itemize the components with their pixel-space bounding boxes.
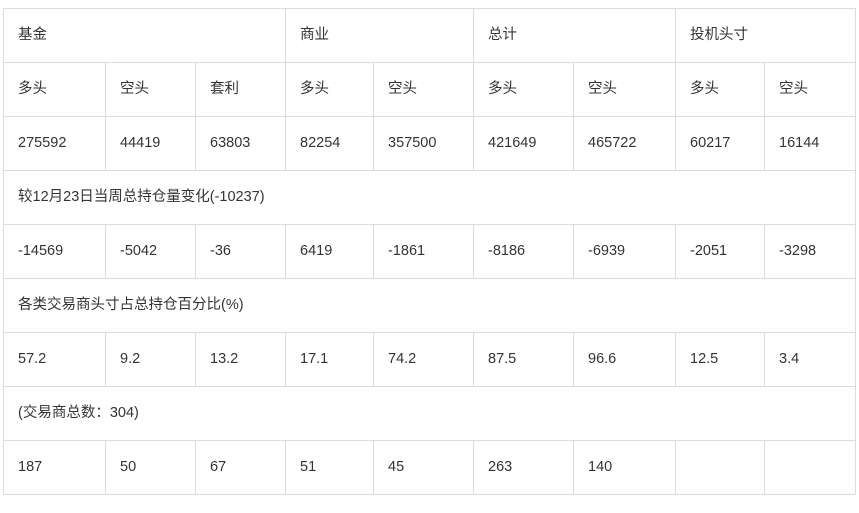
data-cell: 13.2	[194, 332, 287, 387]
data-cell: 63803	[194, 116, 287, 171]
data-cell: 82254	[285, 116, 375, 171]
group-header-cell: 投机头寸	[675, 8, 857, 63]
data-cell: 96.6	[573, 332, 677, 387]
data-cell: 17.1	[285, 332, 375, 387]
column-header-row: 多头 空头 套利 多头 空头 多头 空头 多头 空头	[3, 62, 857, 117]
data-cell: 87.5	[473, 332, 575, 387]
data-cell: -3298	[764, 224, 857, 279]
table-row: 57.2 9.2 13.2 17.1 74.2 87.5 96.6 12.5 3.4	[3, 332, 857, 387]
table-row: 275592 44419 63803 82254 357500 421649 465722 6…	[3, 116, 857, 171]
data-cell: 3.4	[764, 332, 857, 387]
data-cell: 50	[105, 440, 196, 495]
column-header-cell: 空头	[573, 62, 677, 117]
data-cell: 421649	[473, 116, 575, 171]
data-cell: 67	[194, 440, 287, 495]
group-header-cell: 基金	[2, 8, 287, 63]
data-cell: 16144	[764, 116, 857, 171]
data-cell: 60217	[675, 116, 766, 171]
group-header-cell: 商业	[285, 8, 475, 63]
column-header-cell: 多头	[3, 62, 106, 117]
data-cell: 12.5	[675, 332, 766, 387]
column-header-cell: 空头	[764, 62, 857, 117]
column-header-cell: 多头	[285, 62, 375, 117]
group-header-row: 基金 商业 总计 投机头寸	[2, 8, 857, 63]
data-cell: 465722	[573, 116, 677, 171]
data-cell: -6939	[573, 224, 677, 279]
data-cell: -14569	[3, 224, 106, 279]
data-cell: -5042	[105, 224, 196, 279]
data-cell: 74.2	[373, 332, 475, 387]
data-cell: -1861	[373, 224, 475, 279]
data-cell: -2051	[675, 224, 766, 279]
data-cell: 45	[373, 440, 475, 495]
table-row: 187 50 67 51 45 263 140	[3, 440, 857, 495]
column-header-cell: 套利	[194, 62, 287, 117]
note-row: 各类交易商头寸占总持仓百分比(%)	[2, 278, 857, 333]
data-cell: 263	[473, 440, 575, 495]
note-cell: 各类交易商头寸占总持仓百分比(%)	[2, 278, 857, 333]
column-header-cell: 多头	[473, 62, 575, 117]
data-cell: 44419	[105, 116, 196, 171]
data-cell: 51	[285, 440, 375, 495]
note-cell: (交易商总数：304)	[2, 386, 857, 441]
cot-positions-table: 基金 商业 总计 投机头寸 多头 空头 套利 多头 空头 多头 空头 多头 空头 275592 44419 6…	[2, 8, 857, 495]
empty-cell	[764, 440, 857, 495]
data-cell: -8186	[473, 224, 575, 279]
data-cell: 187	[3, 440, 106, 495]
cot-table-body: 基金 商业 总计 投机头寸 多头 空头 套利 多头 空头 多头 空头 多头 空头 275592 44419 6…	[2, 8, 857, 495]
data-cell: 6419	[285, 224, 375, 279]
column-header-cell: 空头	[105, 62, 196, 117]
note-row: (交易商总数：304)	[2, 386, 857, 441]
cot-table-container: 基金 商业 总计 投机头寸 多头 空头 套利 多头 空头 多头 空头 多头 空头 275592 44419 6…	[2, 8, 857, 495]
data-cell: 57.2	[3, 332, 106, 387]
data-cell: 275592	[3, 116, 106, 171]
column-header-cell: 空头	[373, 62, 475, 117]
table-row: -14569 -5042 -36 6419 -1861 -8186 -6939 -2051 -3…	[3, 224, 857, 279]
data-cell: 140	[573, 440, 677, 495]
group-header-cell: 总计	[473, 8, 677, 63]
data-cell: 357500	[373, 116, 475, 171]
note-row: 较12月23日当周总持仓量变化(-10237)	[2, 170, 857, 225]
note-cell: 较12月23日当周总持仓量变化(-10237)	[2, 170, 857, 225]
column-header-cell: 多头	[675, 62, 766, 117]
empty-cell	[675, 440, 766, 495]
data-cell: -36	[194, 224, 287, 279]
data-cell: 9.2	[105, 332, 196, 387]
